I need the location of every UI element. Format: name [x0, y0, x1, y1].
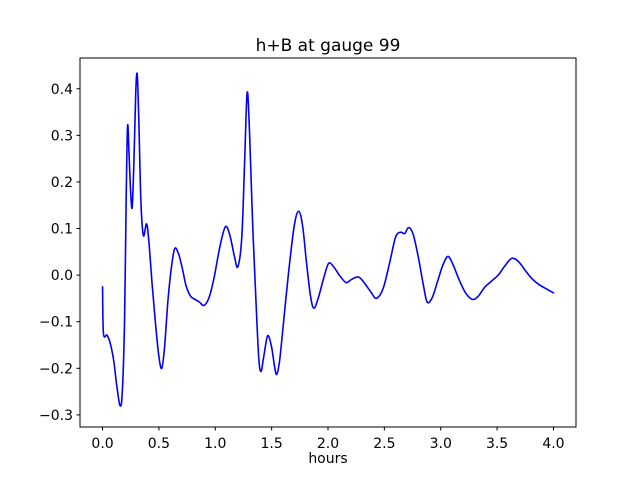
y-tick-label: 0.2: [51, 175, 73, 191]
x-tick-label: 3.5: [486, 436, 508, 452]
y-tick-label: −0.2: [39, 361, 73, 377]
y-tick-label: 0.1: [51, 222, 73, 238]
plot-frame: [79, 57, 577, 428]
x-tick-label: 3.0: [430, 436, 452, 452]
plot-area: [79, 57, 577, 428]
y-tick-label: 0.3: [51, 128, 73, 144]
y-tick-label: 0.4: [51, 82, 73, 98]
axis-ticks: 0.0 0.5 1.0 1.5 2.0 2.5 3.0 3.5 4.0 −0.3 −0.2 −0.1 0…: [39, 82, 565, 452]
x-tick-label: 2.0: [317, 436, 339, 452]
x-tick-label: 1.0: [204, 436, 226, 452]
data-line: [101, 72, 555, 407]
x-axis-label: hours: [308, 451, 347, 467]
x-tick-label: 4.0: [542, 436, 564, 452]
chart-title: h+B at gauge 99: [256, 36, 401, 56]
x-tick-label: 1.5: [261, 436, 283, 452]
x-tick-label: 0.5: [148, 436, 170, 452]
y-tick-label: −0.3: [39, 408, 73, 424]
x-tick-label: 2.5: [373, 436, 395, 452]
y-tick-label: −0.1: [39, 315, 73, 331]
x-tick-label: 0.0: [91, 436, 113, 452]
y-tick-label: 0.0: [51, 268, 73, 284]
